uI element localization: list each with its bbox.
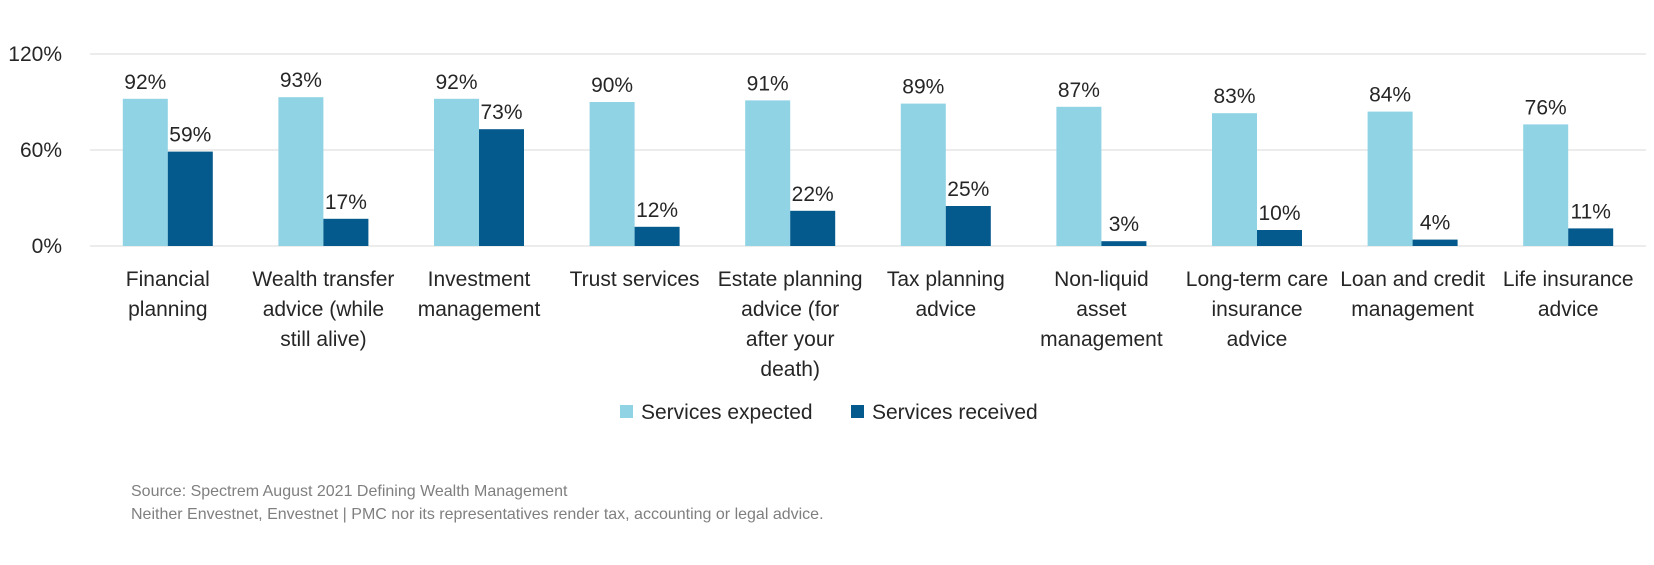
data-label: 89%	[902, 76, 944, 99]
category-label-line: advice (while	[263, 298, 384, 321]
y-tick-label: 120%	[8, 43, 62, 66]
data-labels: 92%59%93%17%92%73%90%12%91%22%89%25%87%3…	[124, 69, 1611, 236]
category-label-line: Tax planning	[887, 268, 1005, 291]
data-label: 93%	[280, 69, 322, 92]
data-label: 92%	[124, 71, 166, 94]
category-label-line: Life insurance	[1503, 268, 1634, 291]
data-label: 87%	[1058, 79, 1100, 102]
category-label-line: Wealth transfer	[252, 268, 394, 291]
category-label-line: Loan and credit	[1340, 268, 1485, 291]
bar	[900, 103, 946, 246]
data-label: 25%	[947, 178, 989, 201]
category-label: Wealth transfer advice (while still alive)	[252, 268, 394, 351]
bar	[745, 100, 791, 247]
data-label: 90%	[591, 74, 633, 97]
data-label: 11%	[1570, 200, 1610, 223]
y-axis-tick-labels: 0% 60% 120%	[8, 43, 62, 258]
bars	[122, 97, 1614, 247]
y-tick-label: 60%	[20, 139, 62, 162]
legend-label: Services received	[872, 401, 1038, 424]
category-label-line: advice	[1227, 328, 1288, 351]
category-label-line: planning	[128, 298, 207, 321]
data-label: 83%	[1213, 85, 1255, 108]
category-label: Investment management	[418, 268, 541, 321]
disclaimer-note: Neither Envestnet, Envestnet | PMC nor i…	[131, 506, 824, 523]
data-label: 59%	[169, 124, 211, 147]
y-tick-label: 0%	[32, 235, 62, 258]
bar	[278, 97, 324, 246]
data-label: 84%	[1369, 84, 1411, 107]
category-label-line: management	[1351, 298, 1474, 321]
data-label: 4%	[1420, 212, 1450, 235]
bar	[634, 226, 680, 246]
data-label: 3%	[1109, 213, 1139, 236]
category-label-line: advice	[915, 298, 976, 321]
bar	[1257, 230, 1302, 246]
bar	[1101, 241, 1147, 246]
legend-swatch	[851, 405, 864, 418]
bar	[945, 206, 991, 246]
category-label-line: management	[1040, 328, 1163, 351]
data-label: 12%	[636, 199, 678, 222]
data-label: 73%	[480, 101, 522, 124]
data-label: 76%	[1525, 96, 1567, 119]
data-label: 10%	[1258, 202, 1300, 225]
category-label: Tax planning advice	[887, 268, 1005, 321]
category-label-line: insurance	[1211, 298, 1302, 321]
category-labels: Financial planning Wealth transfer advice (…	[126, 268, 1634, 381]
bar	[434, 98, 479, 246]
legend-swatch	[620, 405, 633, 418]
bar	[1056, 106, 1102, 246]
legend: Services expected Services received	[620, 401, 1038, 424]
bar	[1412, 239, 1458, 246]
data-label: 22%	[792, 183, 834, 206]
category-label-line: management	[418, 298, 541, 321]
bar	[122, 98, 168, 246]
category-label-line: advice	[1538, 298, 1599, 321]
bar	[1212, 113, 1257, 246]
category-label: Trust services	[570, 268, 700, 291]
category-label-line: after your	[746, 328, 835, 351]
category-label: Loan and credit management	[1340, 268, 1485, 321]
bar	[1367, 111, 1413, 246]
source-note: Source: Spectrem August 2021 Defining We…	[131, 483, 568, 500]
category-label-line: still alive)	[280, 328, 366, 351]
data-label: 17%	[325, 191, 367, 214]
category-label: Non-liquid asset management	[1040, 268, 1163, 351]
bar	[790, 210, 836, 246]
category-label-line: death)	[760, 358, 820, 381]
category-label: Estate planning advice (for after your deat…	[718, 268, 863, 381]
bar	[589, 102, 635, 246]
category-label: Life insurance advice	[1503, 268, 1634, 321]
category-label-line: Non-liquid	[1054, 268, 1149, 291]
category-label-line: Investment	[428, 268, 531, 291]
data-label: 91%	[747, 72, 789, 95]
bar	[479, 129, 524, 246]
category-label-line: asset	[1076, 298, 1126, 321]
legend-label: Services expected	[641, 401, 813, 424]
category-label-line: Estate planning	[718, 268, 863, 291]
bar	[167, 151, 213, 246]
bar	[323, 218, 369, 246]
bar	[1568, 228, 1614, 246]
data-label: 92%	[435, 71, 477, 94]
category-label: Financial planning	[126, 268, 210, 321]
category-label-line: Financial	[126, 268, 210, 291]
category-label-line: Trust services	[570, 268, 700, 291]
category-label-line: advice (for	[741, 298, 839, 321]
category-label-line: Long-term care	[1186, 268, 1328, 291]
bar	[1523, 124, 1569, 246]
category-label: Long-term care insurance advice	[1186, 268, 1328, 351]
